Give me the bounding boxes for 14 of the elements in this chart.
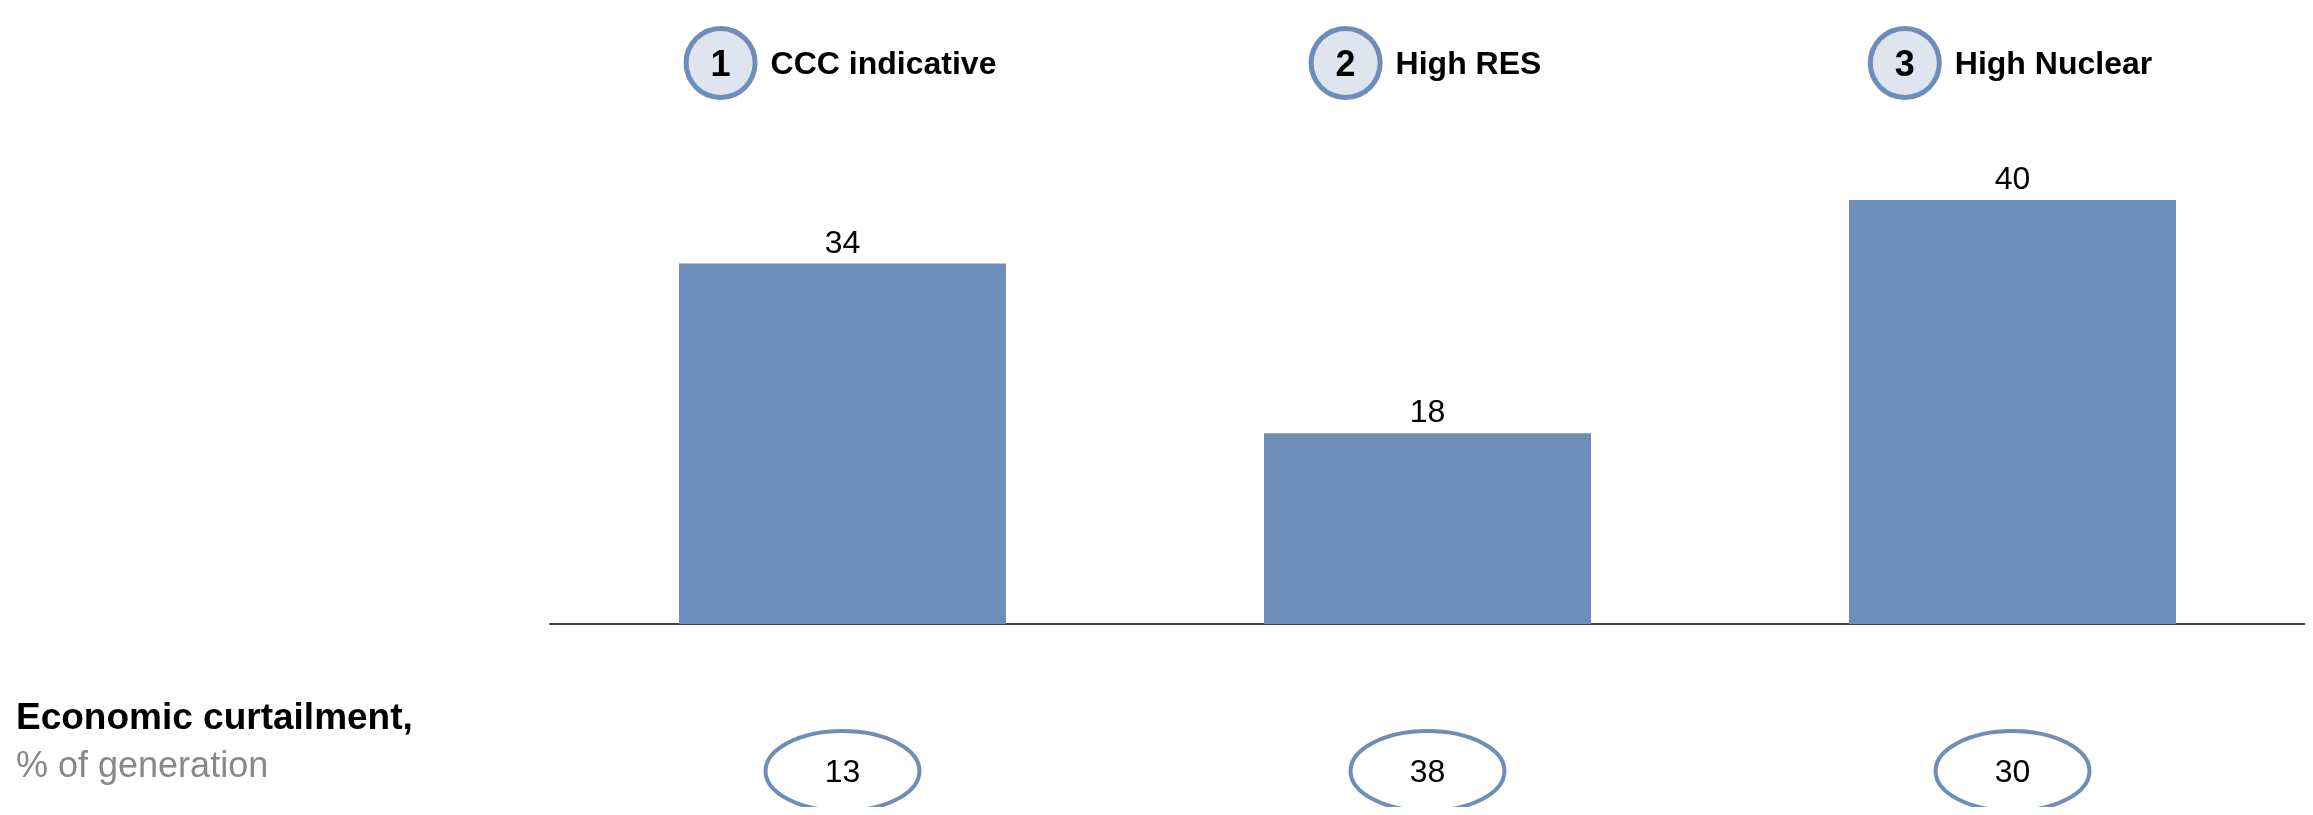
x-tick-label: CCC indicative [770,45,997,81]
data-label: 40 [1994,160,2031,196]
text: 13 [824,753,861,789]
x-tick-label: High Nuclear [1954,45,2153,81]
data-label: 18 [1409,393,1446,430]
data-label: 34 [824,223,861,260]
text: 30 [1994,753,2031,789]
text: 1 [710,42,731,84]
text: 38 [1409,753,1446,789]
text: 2 [1335,42,1356,84]
text: % of generation [16,743,269,785]
text: 3 [1894,42,1915,84]
text: Economic curtailment, [16,696,413,737]
x-tick-label: High RES [1395,45,1542,81]
